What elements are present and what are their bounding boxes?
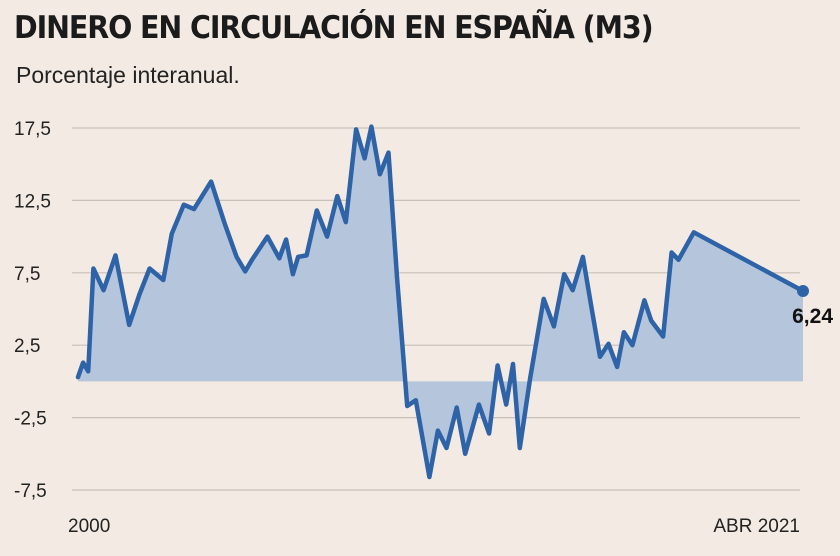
series-line [75,124,806,480]
chart-title: DINERO EN CIRCULACIÓN EN ESPAÑA (M3) [14,10,654,46]
series-area [78,126,803,477]
y-tick-label: 7,5 [14,264,40,285]
x-label-end: ABR 2021 [713,516,800,537]
plot-area: 6,24 [75,124,833,480]
y-tick-label: 12,5 [14,191,51,212]
y-tick-label: 17,5 [14,119,51,140]
y-axis-ticks: 17,5 12,5 7,5 2,5 -2,5 -7,5 [14,119,51,502]
y-tick-label: 2,5 [14,336,40,357]
y-tick-label: -7,5 [14,481,47,502]
y-tick-label: -2,5 [14,409,47,430]
chart-subtitle: Porcentaje interanual. [16,62,240,88]
x-axis-labels: 2000 ABR 2021 [68,516,800,537]
end-point [797,285,809,298]
x-label-start: 2000 [68,516,110,537]
end-value-label: 6,24 [792,305,833,328]
